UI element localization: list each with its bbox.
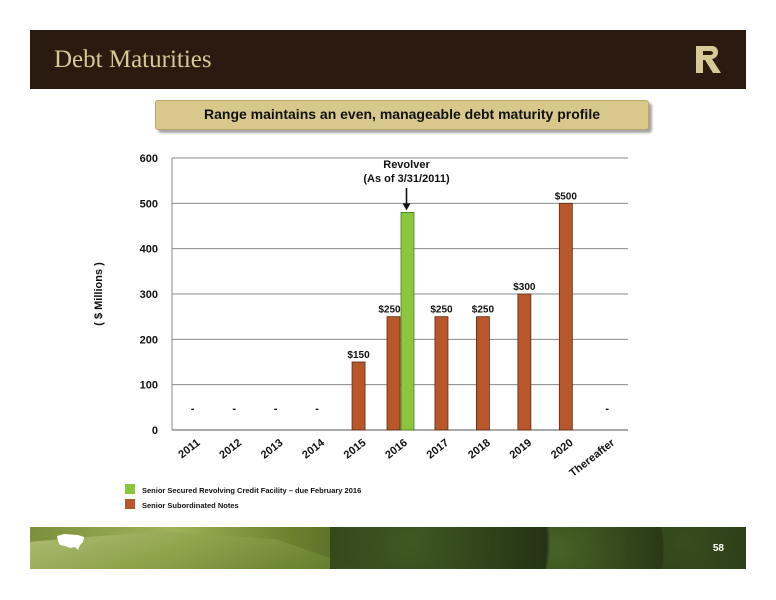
y-tick-label: 500 <box>140 198 158 210</box>
x-tick-label: 2011 <box>176 437 202 461</box>
legend-label: Senior Secured Revolving Credit Facility… <box>142 486 361 495</box>
data-label: - <box>232 403 236 415</box>
bar-notes-2015 <box>351 361 366 431</box>
data-label: - <box>274 403 278 415</box>
page-title: Debt Maturities <box>54 46 212 73</box>
x-tick-label: 2014 <box>300 436 327 461</box>
data-label: $250 <box>378 305 401 316</box>
annotation-arrowhead <box>402 203 411 211</box>
subtitle-text: Range maintains an even, manageable debt… <box>204 106 600 122</box>
x-tick-label: Thereafter <box>567 436 617 479</box>
x-tick-label: 2018 <box>466 437 493 462</box>
data-label: $250 <box>430 305 453 316</box>
data-label: - <box>191 403 195 415</box>
data-label: $150 <box>347 350 370 361</box>
page-number: 58 <box>712 543 724 554</box>
x-tick-label: 2017 <box>425 437 452 462</box>
y-tick-label: 600 <box>140 153 158 165</box>
x-tick-label: 2016 <box>383 437 410 462</box>
y-tick-label: 100 <box>140 380 158 392</box>
x-tick-label: 2013 <box>259 437 286 462</box>
bar-notes-2018 <box>476 316 490 431</box>
y-tick-label: 200 <box>140 334 158 346</box>
y-tick-label: 400 <box>140 244 158 256</box>
data-label: $500 <box>555 191 578 202</box>
legend-swatch <box>125 484 135 494</box>
subtitle-banner: Range maintains an even, manageable debt… <box>155 100 649 130</box>
bar-notes-2020 <box>558 202 573 431</box>
range-r-logo-icon <box>690 42 724 76</box>
bar-notes-2019 <box>517 293 532 431</box>
x-tick-label: 2019 <box>508 437 535 462</box>
bar-notes-2017 <box>434 316 449 431</box>
bar-notes-2016 <box>386 316 401 431</box>
footer-bar: 58 <box>30 527 746 569</box>
data-label: $300 <box>513 282 536 293</box>
legend-swatch <box>125 499 135 509</box>
y-tick-label: 0 <box>152 425 158 437</box>
header-bar: Debt Maturities <box>30 30 746 89</box>
x-tick-label: 2015 <box>342 437 369 462</box>
bar-revolver-2016 <box>400 212 415 431</box>
annotation-line2: (As of 3/31/2011) <box>363 173 450 185</box>
y-axis-title: ( $ Millions ) <box>93 262 105 326</box>
annotation-line1: Revolver <box>383 159 430 171</box>
debt-maturities-chart: 0 100 200 300 400 500 600 ( $ Millions ) - 2011 - 2… <box>93 153 628 510</box>
x-tick-label: 2020 <box>549 437 576 462</box>
data-label: - <box>605 403 609 415</box>
y-tick-label: 300 <box>140 289 158 301</box>
legend-label: Senior Subordinated Notes <box>142 501 239 510</box>
footer-trees-image <box>330 527 746 569</box>
data-label: - <box>315 403 319 415</box>
x-tick-label: 2012 <box>217 437 244 462</box>
data-label: $250 <box>472 305 495 316</box>
us-map-icon <box>57 534 84 550</box>
